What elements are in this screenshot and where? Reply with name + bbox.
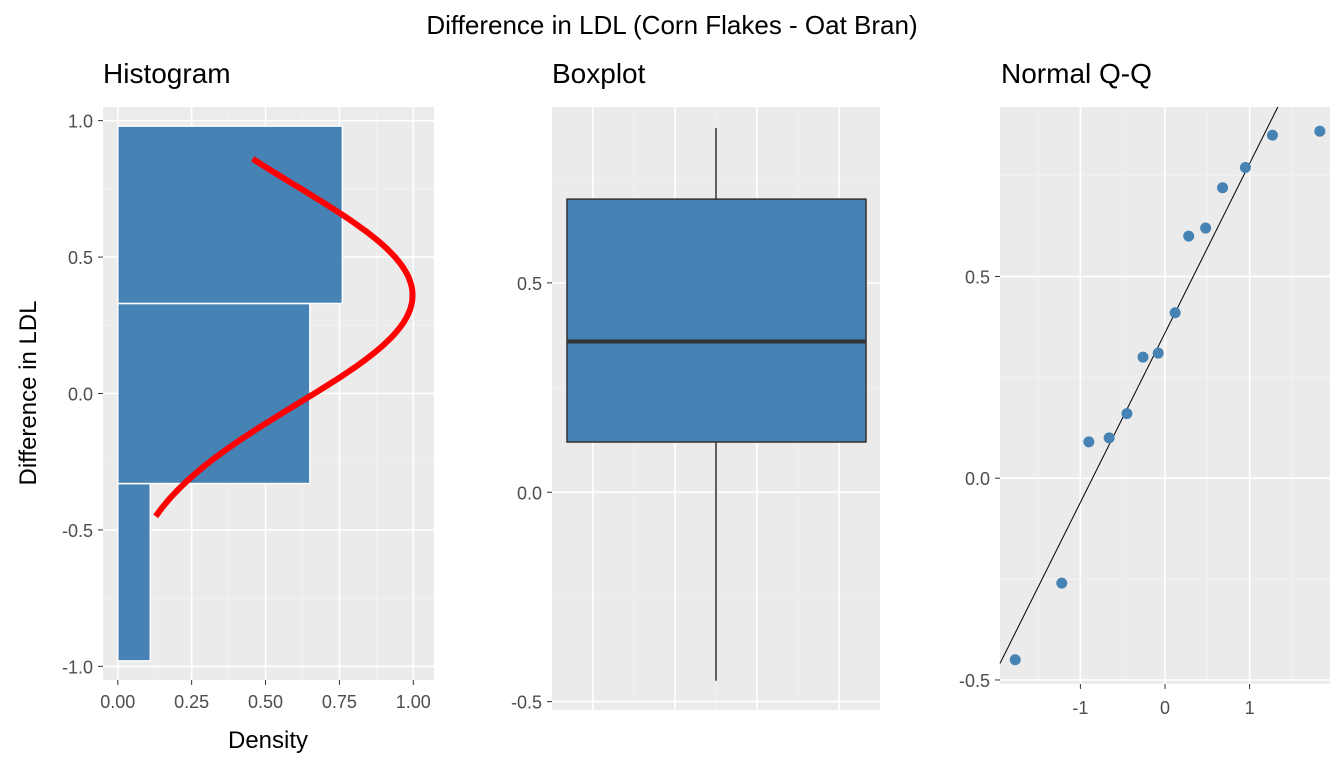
qq-point-4 (1103, 432, 1115, 444)
qq-y-tick-label: 0.0 (965, 469, 990, 489)
histogram-bar-1 (117, 482, 152, 662)
qq-reference-line (999, 106, 1279, 664)
boxplot-box (566, 198, 867, 443)
qq-y-tick-label: -0.5 (959, 671, 990, 691)
histogram-x-tick-label: 0.50 (248, 692, 283, 712)
histogram-panel: Histogram Density Difference in LDL 0.00… (15, 58, 434, 754)
boxplot-y-tick-label: 0.0 (517, 483, 542, 503)
qq-title: Normal Q-Q (1001, 58, 1152, 89)
histogram-y-tick-label: 1.0 (68, 112, 93, 132)
qq-point-2 (1056, 577, 1068, 589)
boxplot-y-tick-label: -0.5 (511, 693, 542, 713)
qq-x-tick-label: 0 (1160, 698, 1170, 718)
qq-x-tick-label: -1 (1072, 698, 1088, 718)
qq-point-12 (1239, 162, 1251, 174)
qq-point-11 (1217, 182, 1229, 194)
histogram-x-tick-label: 1.00 (396, 692, 431, 712)
qq-point-7 (1152, 347, 1164, 359)
qq-point-10 (1200, 222, 1212, 234)
histogram-x-tick-label: 0.75 (322, 692, 357, 712)
qq-panel: Normal Q-Q -1 0 1 -0.5 0.0 0.5 (959, 58, 1330, 718)
histogram-y-tick-label: 0.5 (68, 248, 93, 268)
histogram-x-tick-label: 0.00 (100, 692, 135, 712)
qq-point-14 (1314, 125, 1326, 137)
boxplot-y-tick-label: 0.5 (517, 274, 542, 294)
histogram-y-tick-label: 0.0 (68, 385, 93, 405)
main-title: Difference in LDL (Corn Flakes - Oat Bra… (426, 10, 917, 40)
histogram-y-tick-label: -0.5 (62, 521, 93, 541)
qq-point-6 (1137, 351, 1149, 363)
histogram-bar-3 (117, 125, 344, 305)
histogram-y-tick-label: -1.0 (62, 657, 93, 677)
histogram-title: Histogram (103, 58, 231, 89)
qq-point-9 (1183, 230, 1195, 242)
qq-x-tick-label: 1 (1245, 698, 1255, 718)
boxplot-title: Boxplot (552, 58, 646, 89)
qq-y-tick-label: 0.5 (965, 267, 990, 287)
qq-point-3 (1083, 436, 1095, 448)
histogram-x-tick-label: 0.25 (174, 692, 209, 712)
histogram-xlabel: Density (228, 727, 308, 754)
qq-point-13 (1266, 129, 1278, 141)
boxplot-panel: Boxplot -0.5 0.0 0.5 (511, 58, 880, 713)
qq-point-1 (1009, 654, 1021, 666)
density-curve (153, 156, 416, 519)
histogram-ylabel: Difference in LDL (15, 301, 42, 486)
qq-point-5 (1121, 408, 1133, 420)
qq-point-8 (1169, 307, 1181, 319)
